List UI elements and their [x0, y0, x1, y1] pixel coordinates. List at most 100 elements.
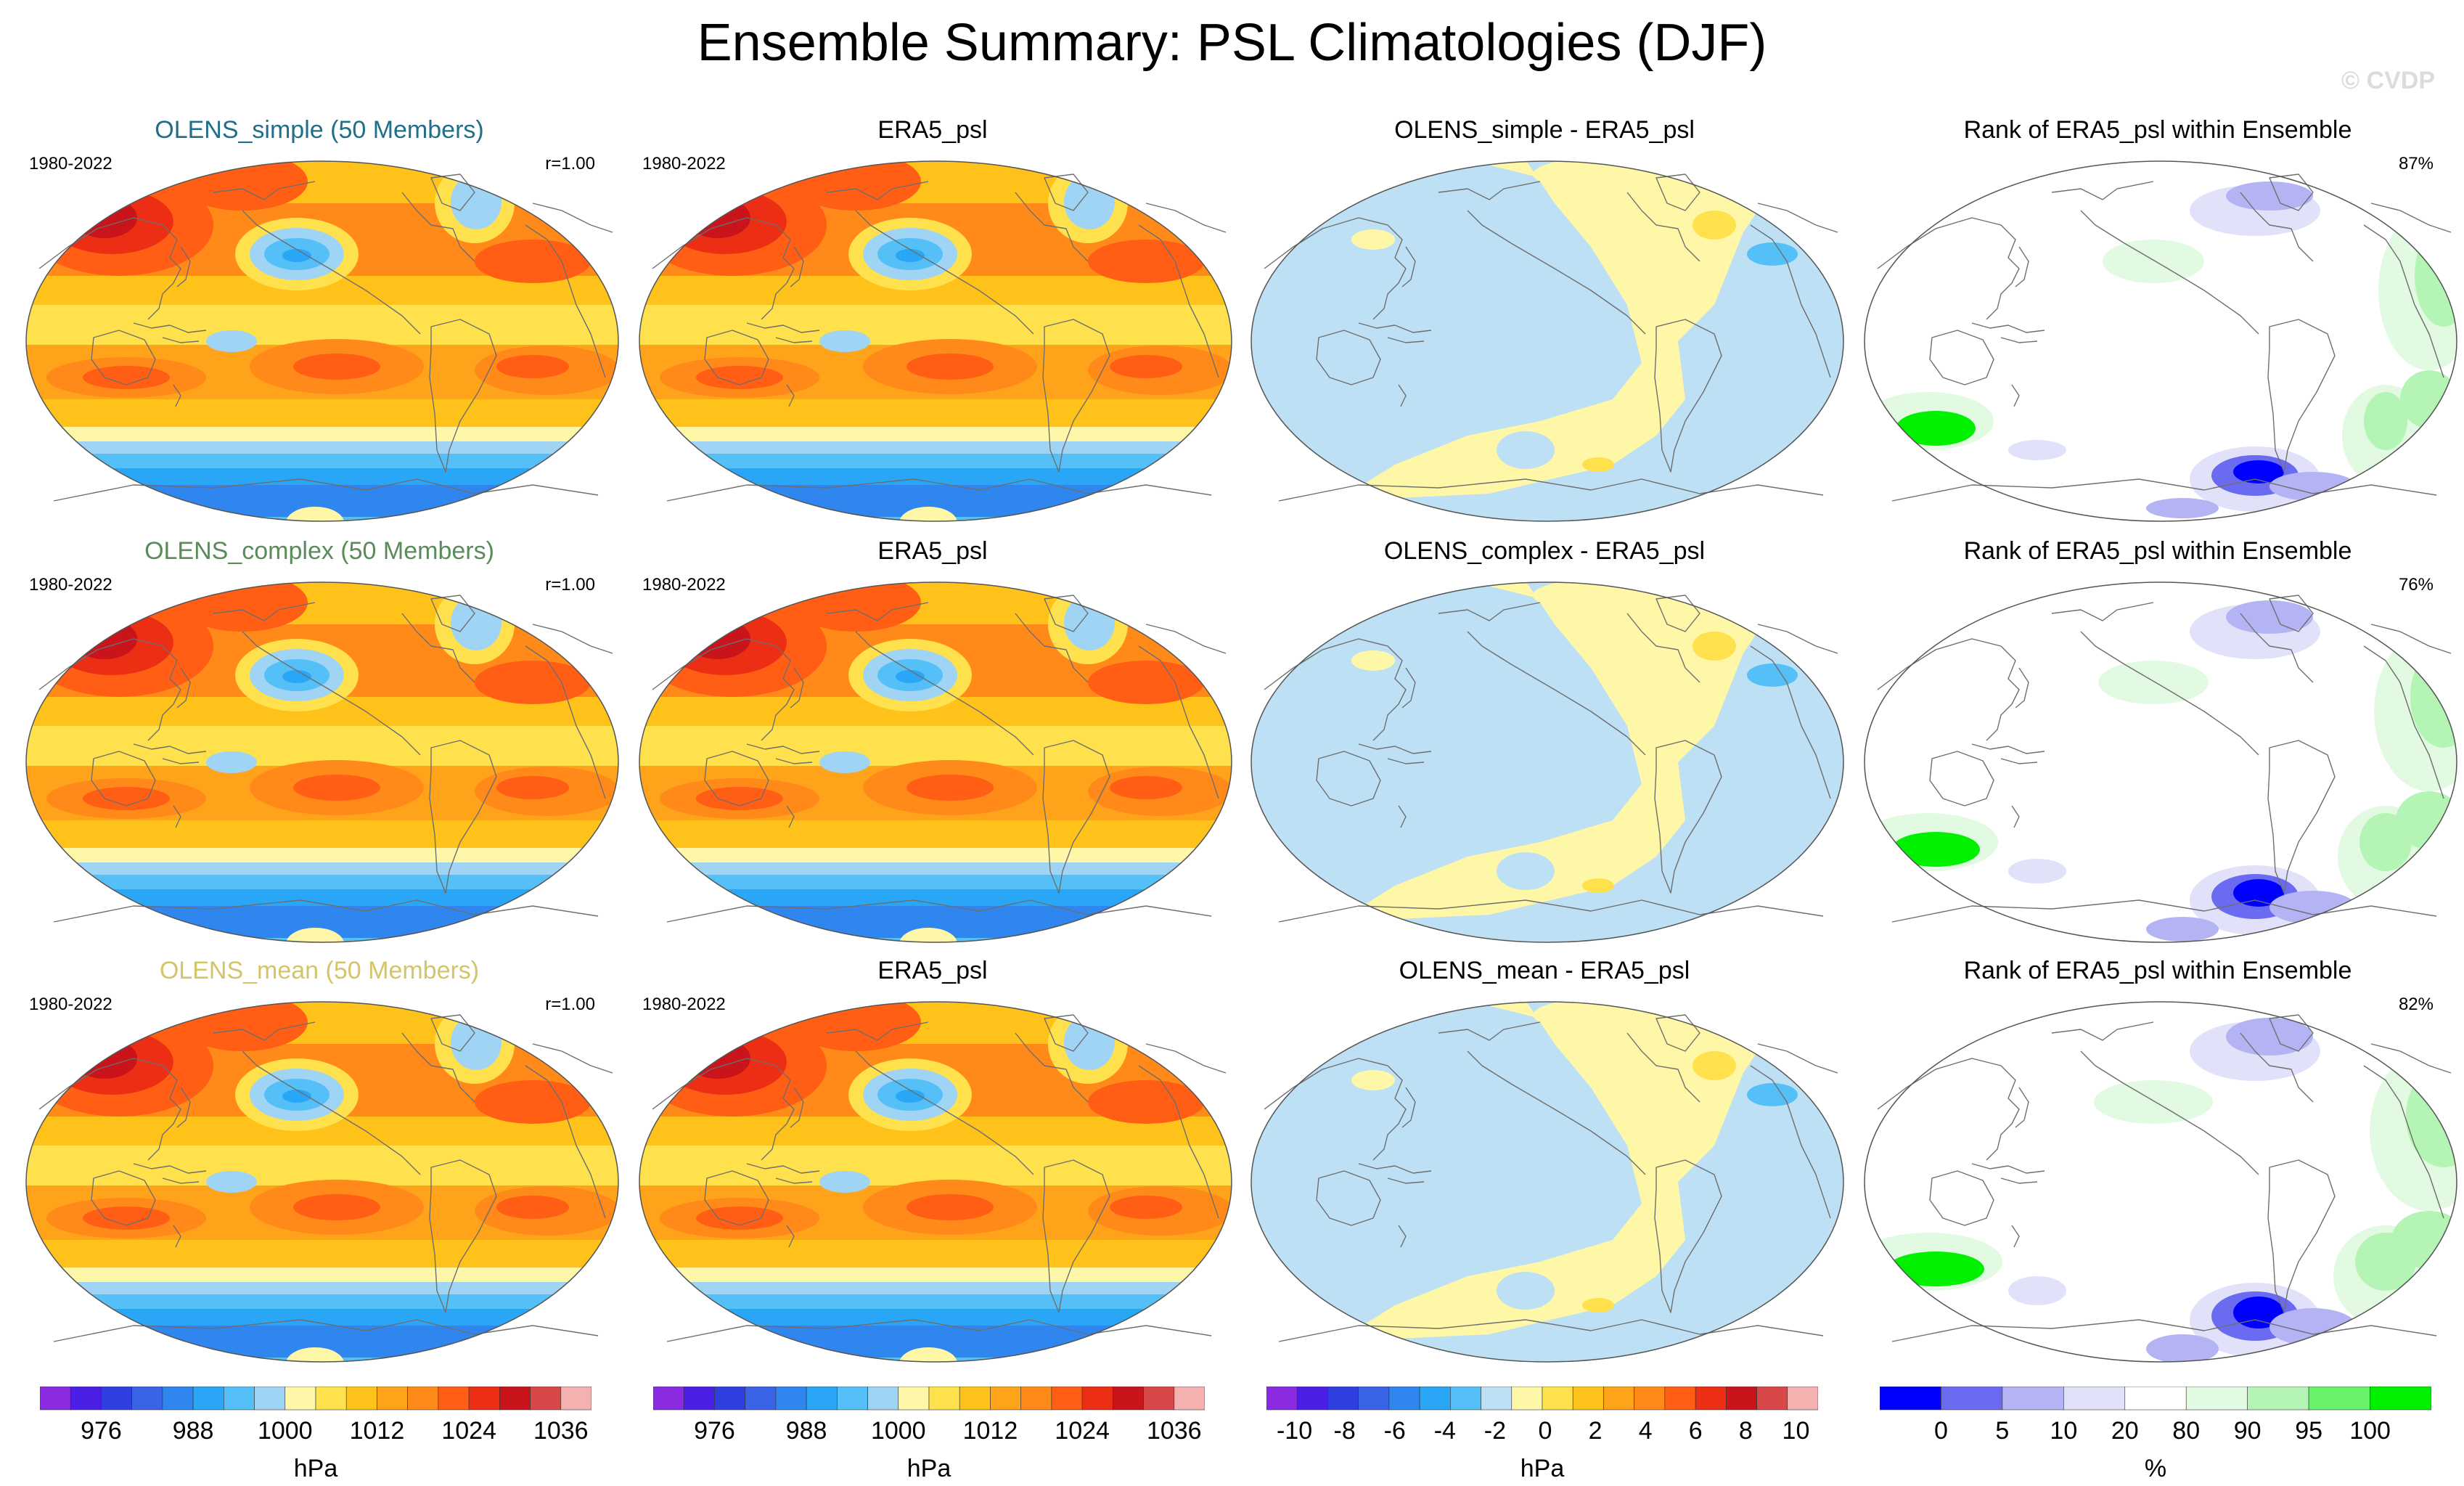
coastline-segment — [213, 1021, 316, 1041]
coastline-segment — [1145, 1043, 1227, 1074]
psl-subtropical-high — [83, 366, 170, 389]
psl-aleutian-low — [896, 670, 925, 683]
psl-subtropical-high — [496, 1196, 569, 1219]
coastline-segment — [429, 319, 497, 473]
coastline-segment — [1138, 1065, 1219, 1219]
coastline-segment — [2240, 192, 2314, 262]
coastline-segment — [2267, 319, 2336, 473]
coastline-segment — [429, 740, 497, 894]
psl-low — [819, 330, 870, 352]
coastline-segment — [1358, 322, 1432, 333]
coastline-overlay — [1877, 173, 2452, 502]
psl-band — [26, 161, 618, 203]
map-outline — [1864, 160, 2457, 522]
obs-panel-title: ERA5_psl — [877, 116, 988, 144]
coastline-segment — [176, 1087, 191, 1128]
colorbar-swatch — [345, 1387, 377, 1411]
coastline-segment — [2370, 203, 2452, 233]
colorbar-tick-label: 988 — [173, 1417, 214, 1445]
colorbar-swatch — [2308, 1387, 2370, 1411]
rank-percent-label: 82% — [2398, 995, 2434, 1014]
coastline-segment — [1398, 1225, 1407, 1248]
psl-siberian-high — [72, 1038, 137, 1079]
colorbar-svg: 976 988 1000 1012 1024 1036 — [40, 1387, 592, 1445]
coastline-segment — [1929, 751, 1994, 807]
coastline-segment — [38, 217, 181, 320]
map-outline — [25, 581, 619, 943]
diff-negative-region — [1497, 852, 1555, 890]
psl-subtropical-high — [906, 775, 994, 801]
rank-panel-title: Rank of ERA5_psl within Ensemble — [1963, 116, 2352, 144]
colorbar-unit: hPa — [906, 1455, 951, 1482]
rank-low-region — [2226, 1018, 2313, 1056]
psl-subtropical-high — [696, 1207, 783, 1230]
ensemble-panel: OLENS_simple (50 Members) 1980-2022 r=1.00 — [15, 116, 624, 523]
colorbar-tick-label: 1036 — [533, 1417, 589, 1445]
coastline-segment — [1401, 246, 1416, 287]
diff-panel: OLENS_simple - ERA5_psl — [1240, 116, 1849, 523]
diff-negative-region — [1747, 664, 1798, 687]
psl-low — [206, 330, 257, 352]
colorbar-swatch — [1603, 1387, 1634, 1411]
coastline-segment — [1264, 638, 1407, 741]
coastline-segment — [775, 758, 813, 764]
psl-aleutian-low — [896, 1090, 925, 1103]
psl-band — [639, 427, 1232, 443]
diff-panel: OLENS_mean - ERA5_psl — [1240, 957, 1849, 1363]
coastline-segment — [162, 1177, 200, 1184]
psl-band — [26, 875, 618, 891]
colorbar-swatch — [1695, 1387, 1727, 1411]
colorbar-swatch — [162, 1387, 194, 1411]
map-outline — [1864, 1001, 2457, 1363]
psl-low — [206, 751, 257, 773]
obs-map — [639, 581, 1232, 943]
rank-panel: Rank of ERA5_psl within Ensemble 76% — [1853, 537, 2463, 944]
colorbar-swatch — [1174, 1387, 1205, 1411]
coastline-segment — [1655, 173, 1700, 211]
coastline-segment — [242, 631, 421, 756]
rank-high-region — [1896, 411, 1976, 446]
coastline-segment — [2240, 613, 2314, 683]
period-label: 1980-2022 — [642, 575, 726, 595]
diff-panel-title: OLENS_complex - ERA5_psl — [1383, 537, 1706, 565]
coastline-segment — [1654, 319, 1722, 473]
colorbar-tick-label: 2 — [1589, 1417, 1603, 1445]
coastline-segment — [1044, 595, 1089, 632]
obs-map — [639, 160, 1232, 522]
psl-antarctic-feature — [899, 1347, 957, 1362]
psl-subtropical-high — [696, 787, 783, 810]
colorbar-tick-label: -6 — [1384, 1417, 1406, 1445]
coastline-segment — [1358, 743, 1432, 754]
map-outline — [639, 581, 1232, 943]
psl-band — [639, 161, 1232, 203]
diff-positive-region — [1693, 1051, 1736, 1080]
coastline-segment — [1626, 192, 1700, 262]
colorbar-swatch — [1051, 1387, 1083, 1411]
colorbar-swatch — [1113, 1387, 1144, 1411]
colorbar-swatch — [2124, 1387, 2187, 1411]
psl-high — [1088, 1080, 1204, 1124]
colorbar-swatch — [1880, 1387, 1941, 1411]
cvdp-watermark: © CVDP — [2341, 67, 2435, 94]
colorbar-swatch — [407, 1387, 439, 1411]
coastline-overlay — [1877, 595, 2452, 923]
colorbar-tick-label: -2 — [1484, 1417, 1506, 1445]
ensemble-map — [25, 581, 619, 943]
coastline-segment — [855, 1050, 1034, 1175]
rank-percent-label: 76% — [2398, 575, 2434, 595]
coastline-segment — [2267, 1159, 2336, 1313]
colorbar-swatch — [2002, 1387, 2064, 1411]
diff-positive-region — [1337, 1002, 1772, 1342]
colorbar-swatch — [1941, 1387, 2003, 1411]
colorbar-tick-label: 988 — [786, 1417, 827, 1445]
coastline-segment — [1264, 1058, 1407, 1161]
coastline-segment — [162, 758, 200, 764]
psl-low — [819, 751, 870, 773]
colorbar-unit: hPa — [293, 1455, 338, 1482]
psl-band — [639, 441, 1232, 456]
rank-low-region — [2226, 181, 2313, 211]
psl-subtropical-high — [1110, 776, 1182, 799]
psl-antarctic-feature — [899, 507, 957, 521]
coastline-overlay — [38, 595, 613, 923]
ensemble-panel: OLENS_mean (50 Members) 1980-2022 r=1.00 — [15, 957, 624, 1363]
